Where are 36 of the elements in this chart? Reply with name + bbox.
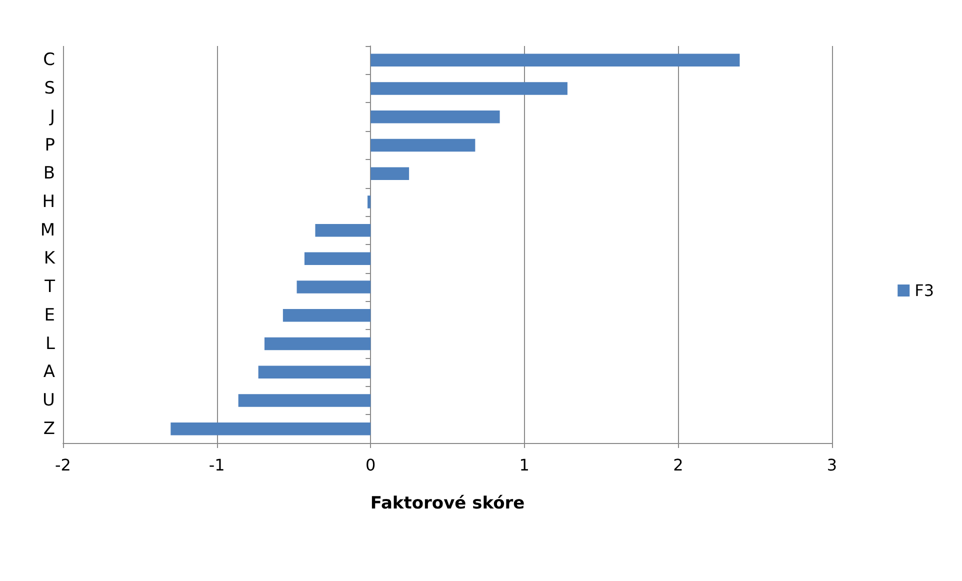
y-tick-label: L (46, 334, 56, 354)
bar (370, 138, 476, 152)
bar (296, 280, 371, 294)
y-tick-label: H (42, 192, 55, 212)
y-tick-label: B (43, 164, 55, 184)
bar (370, 167, 410, 180)
x-tick-label: -2 (55, 456, 71, 474)
y-tick-label: U (42, 390, 55, 410)
x-axis-title: Faktorové skóre (370, 494, 525, 514)
bar (264, 337, 371, 350)
legend-label: F3 (914, 281, 934, 300)
y-tick-label: K (44, 248, 56, 269)
y-tick-label: A (43, 362, 56, 382)
x-tick-label: -1 (208, 456, 225, 474)
y-tick-label: P (44, 135, 55, 156)
x-tick-label: 2 (673, 456, 684, 474)
y-tick-label: C (43, 50, 55, 70)
y-tick-label: M (40, 220, 55, 240)
x-tick-label: 3 (826, 456, 838, 474)
bar (170, 422, 371, 436)
x-tick-label: 1 (519, 456, 530, 474)
x-tick-label: 0 (366, 456, 376, 474)
y-tick-label: Z (43, 418, 55, 439)
bar (238, 394, 371, 407)
y-tick-label: E (44, 305, 55, 326)
bar (370, 82, 568, 95)
y-tick-label: T (44, 277, 56, 298)
bar (282, 309, 371, 322)
bar (370, 54, 740, 67)
bar (368, 196, 371, 208)
bar (258, 366, 371, 378)
y-tick-label: J (48, 106, 55, 127)
bar (304, 252, 371, 266)
y-tick-label: S (44, 78, 55, 99)
bar (370, 110, 500, 124)
bar (315, 224, 371, 237)
